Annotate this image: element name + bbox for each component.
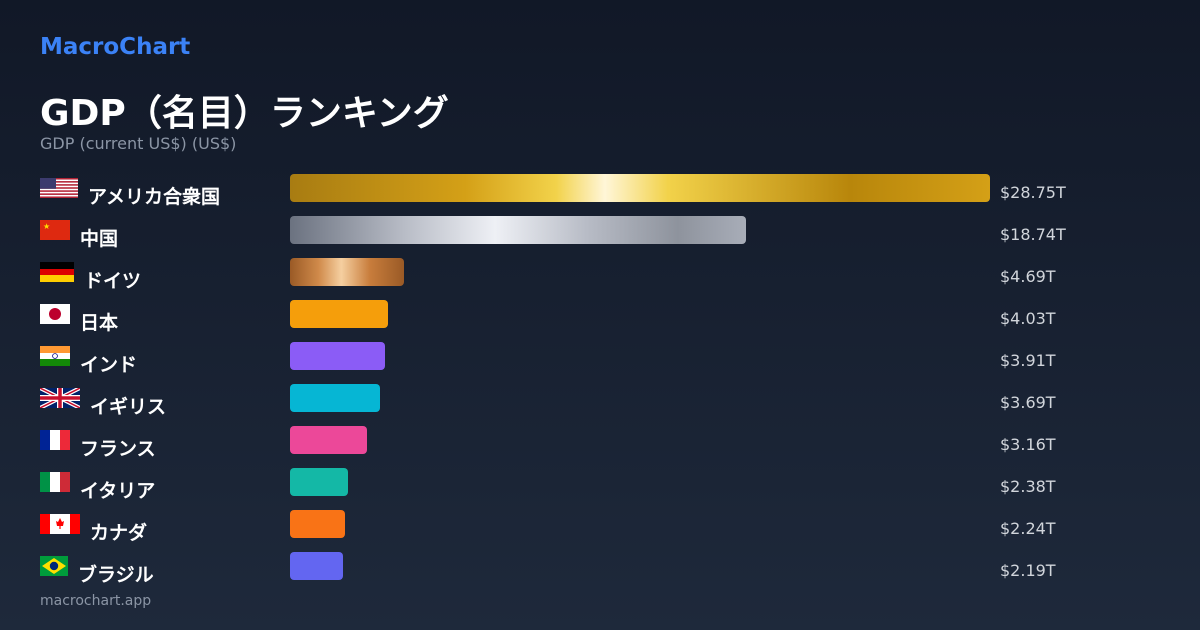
value-label: $3.16T bbox=[1000, 435, 1056, 454]
bar-row: 日本 $4.03T bbox=[0, 300, 1200, 342]
bar-row: アメリカ合衆国 $28.75T bbox=[0, 174, 1200, 216]
bar-row: ★ 中国 $18.74T bbox=[0, 216, 1200, 258]
bar-row: ドイツ $4.69T bbox=[0, 258, 1200, 300]
value-label: $2.24T bbox=[1000, 519, 1056, 538]
category-label: ドイツ bbox=[84, 270, 142, 292]
category-label: インド bbox=[80, 354, 138, 376]
category-label: カナダ bbox=[90, 522, 148, 544]
br-flag-icon bbox=[40, 556, 78, 576]
cn-flag-icon: ★ bbox=[40, 220, 78, 240]
value-label: $2.38T bbox=[1000, 477, 1056, 496]
fr-flag-icon bbox=[40, 430, 78, 450]
bar bbox=[290, 258, 405, 286]
bar-row: イギリス $3.69T bbox=[0, 384, 1200, 426]
bar-row: イタリア $2.38T bbox=[0, 468, 1200, 510]
us-flag-icon bbox=[40, 178, 78, 198]
value-label: $3.91T bbox=[1000, 351, 1056, 370]
category-label: イギリス bbox=[90, 396, 167, 418]
bar bbox=[290, 174, 990, 202]
chart-subtitle: GDP (current US$) (US$) bbox=[40, 134, 237, 153]
bar-row: ブラジル $2.19T bbox=[0, 552, 1200, 594]
bar bbox=[290, 426, 367, 454]
bar bbox=[290, 300, 389, 328]
in-flag-icon bbox=[40, 346, 78, 366]
jp-flag-icon bbox=[40, 304, 78, 324]
chart-title: GDP（名目）ランキング bbox=[40, 93, 449, 134]
value-label: $28.75T bbox=[1000, 183, 1066, 202]
value-label: $2.19T bbox=[1000, 561, 1056, 580]
value-label: $18.74T bbox=[1000, 225, 1066, 244]
ca-flag-icon bbox=[40, 514, 80, 534]
value-label: $3.69T bbox=[1000, 393, 1056, 412]
brand-logo: MacroChart bbox=[40, 34, 191, 60]
svg-text:★: ★ bbox=[43, 222, 50, 231]
bar bbox=[290, 216, 747, 244]
category-label: 中国 bbox=[80, 228, 119, 250]
category-label: イタリア bbox=[80, 480, 156, 502]
bar bbox=[290, 468, 348, 496]
value-label: $4.03T bbox=[1000, 309, 1056, 328]
bar-row: インド $3.91T bbox=[0, 342, 1200, 384]
value-label: $4.69T bbox=[1000, 267, 1056, 286]
category-label: フランス bbox=[80, 438, 156, 460]
category-label: アメリカ合衆国 bbox=[88, 186, 221, 208]
bar bbox=[290, 552, 344, 580]
bar bbox=[290, 342, 386, 370]
de-flag-icon bbox=[40, 262, 78, 282]
category-label: ブラジル bbox=[78, 564, 154, 586]
footer-url: macrochart.app bbox=[40, 593, 152, 609]
bar bbox=[290, 510, 345, 538]
bar bbox=[290, 384, 380, 412]
it-flag-icon bbox=[40, 472, 78, 492]
gb-flag-icon bbox=[39, 386, 81, 410]
bar-row: カナダ $2.24T bbox=[0, 510, 1200, 552]
bar-row: フランス $3.16T bbox=[0, 426, 1200, 468]
category-label: 日本 bbox=[80, 312, 119, 334]
